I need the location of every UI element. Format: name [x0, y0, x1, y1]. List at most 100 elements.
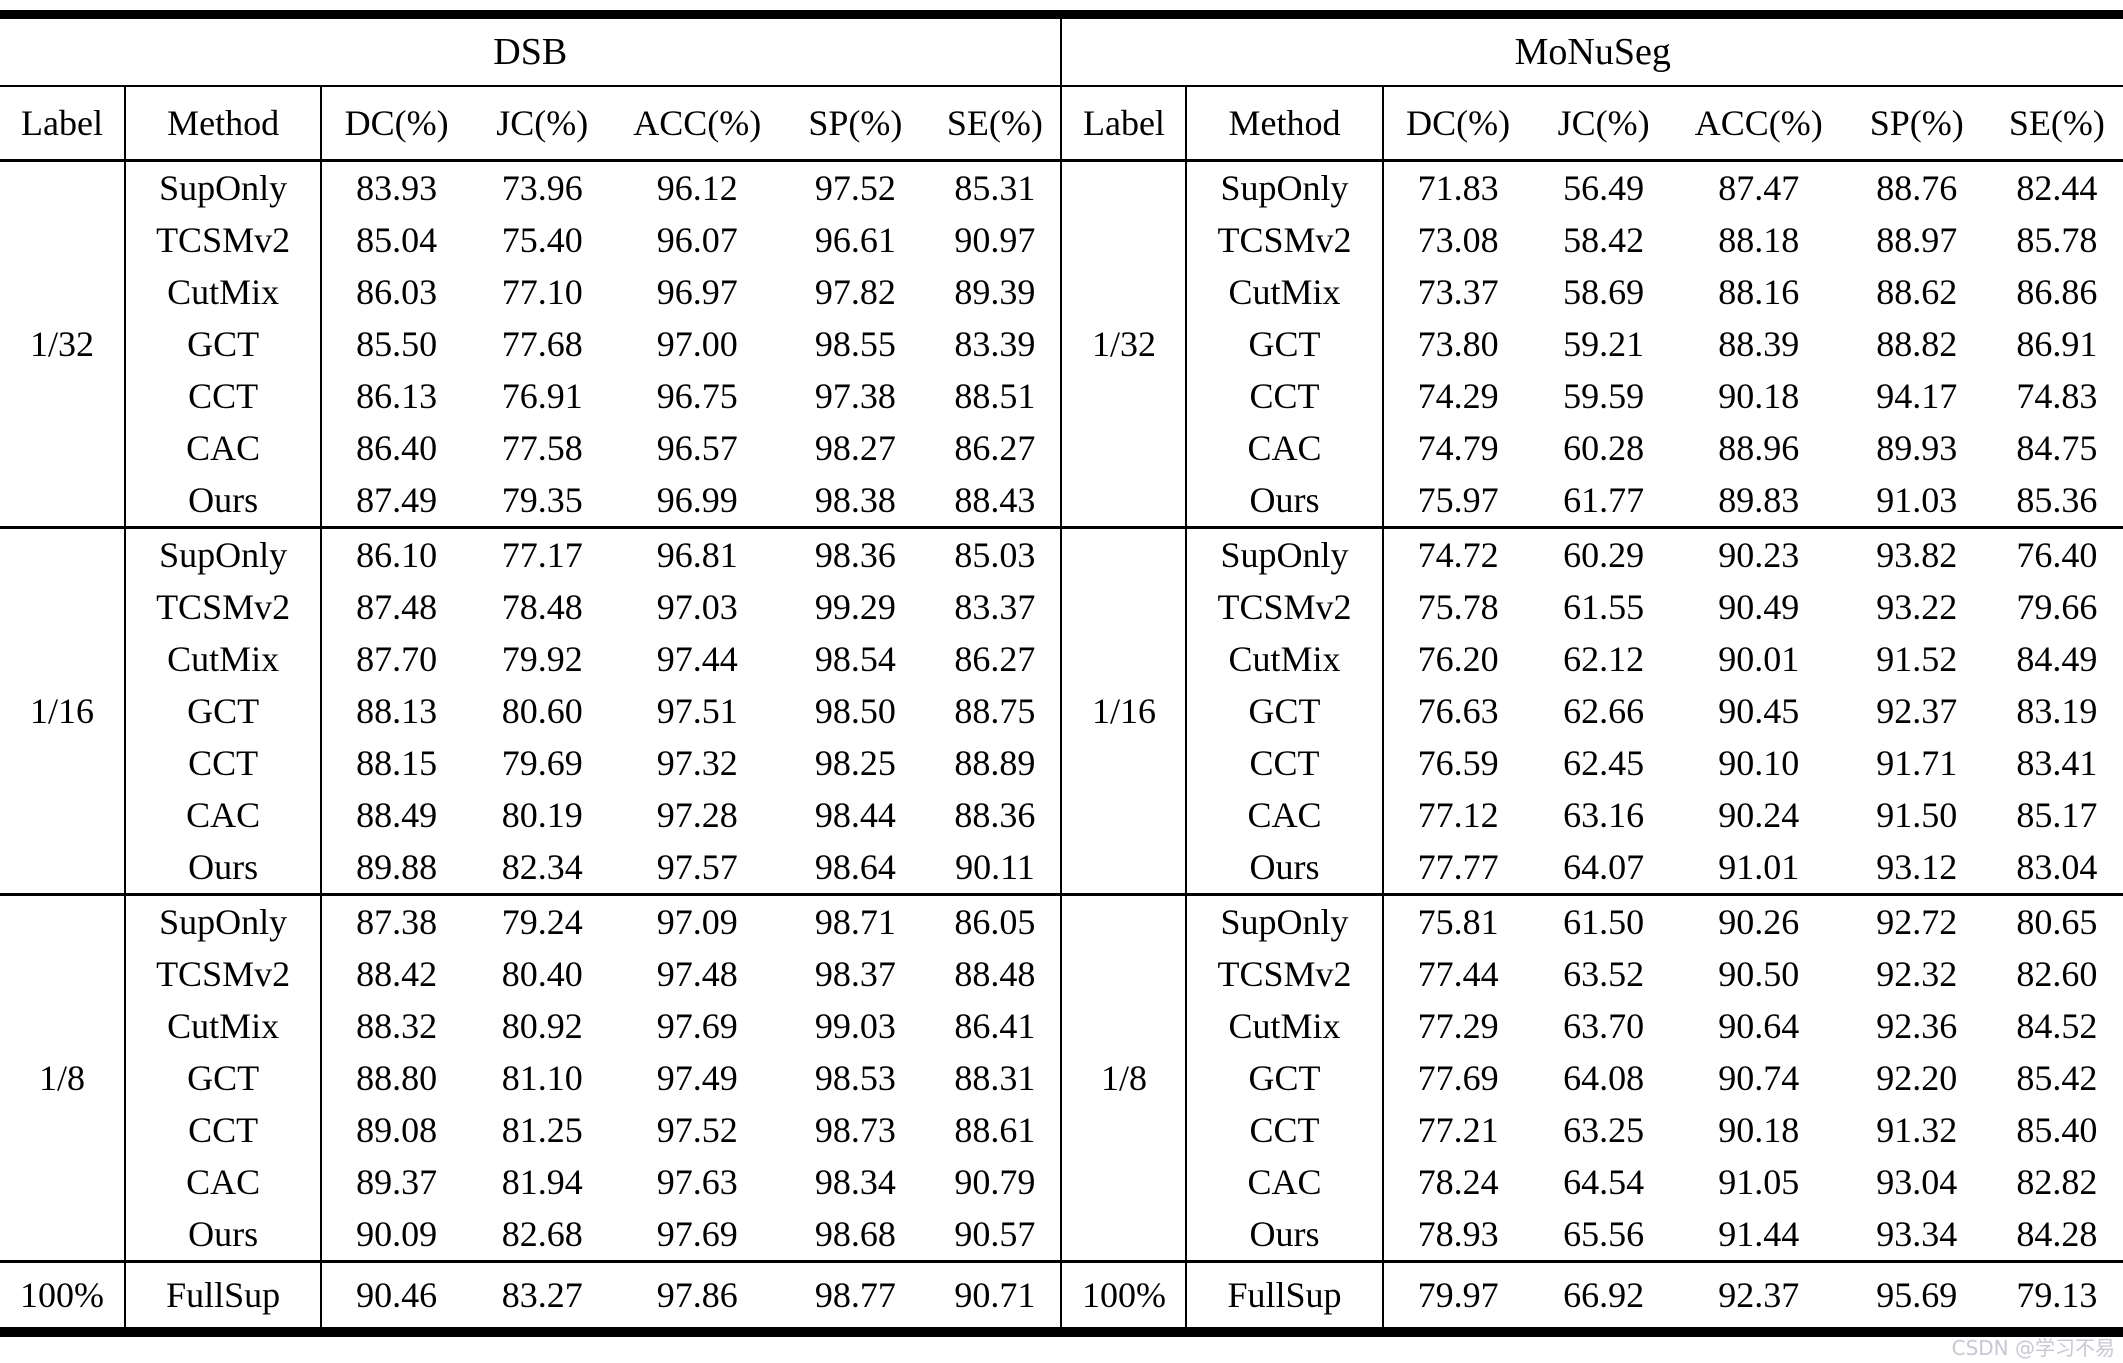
- group-label-132-monuseg: 1/32: [1060, 160, 1188, 528]
- value-dc-dsb: 90.46: [356, 1275, 438, 1315]
- method-cell-dsb: TCSMv2: [125, 581, 323, 633]
- value-jc-dsb: 80.60: [501, 691, 583, 731]
- value-dc-monuseg: 77.44: [1417, 954, 1499, 994]
- value-se-dsb: 88.48: [954, 954, 1036, 994]
- table-row-18-ours: Ours 90.09 82.68 97.69 98.68 90.57 Ours 78.93 65…: [0, 1208, 2123, 1262]
- value-acc-dsb: 97.86: [656, 1275, 738, 1315]
- watermark: CSDN @学习不易: [1951, 1336, 2115, 1360]
- value-jc-dsb: 83.27: [501, 1275, 583, 1315]
- value-sp-dsb: 97.38: [814, 376, 896, 416]
- value-dc-monuseg: 73.37: [1417, 272, 1499, 312]
- value-dc-monuseg: 76.63: [1417, 691, 1499, 731]
- col-header-se-monuseg: SE(%): [2008, 103, 2105, 143]
- value-sp-dsb: 98.44: [814, 795, 896, 835]
- method-cell-monuseg: CAC: [1186, 422, 1384, 474]
- value-se-monuseg: 83.41: [2016, 743, 2098, 783]
- value-acc-dsb: 96.97: [656, 272, 738, 312]
- value-dc-monuseg: 73.80: [1417, 324, 1499, 364]
- value-acc-dsb: 96.57: [656, 428, 738, 468]
- value-sp-monuseg: 93.82: [1876, 535, 1958, 575]
- value-jc-monuseg: 59.59: [1563, 376, 1645, 416]
- value-acc-monuseg: 91.01: [1718, 847, 1800, 887]
- method-cell-dsb: TCSMv2: [125, 214, 323, 266]
- value-jc-monuseg: 59.21: [1563, 324, 1645, 364]
- value-se-dsb: 90.71: [954, 1275, 1036, 1315]
- value-sp-monuseg: 93.34: [1876, 1214, 1958, 1254]
- value-se-monuseg: 74.83: [2016, 376, 2098, 416]
- value-jc-monuseg: 62.66: [1563, 691, 1645, 731]
- value-acc-monuseg: 91.05: [1718, 1162, 1800, 1202]
- value-jc-dsb: 80.19: [501, 795, 583, 835]
- group-label-116-dsb: 1/16: [0, 527, 127, 895]
- col-header-se-dsb: SE(%): [946, 103, 1043, 143]
- value-sp-monuseg: 92.37: [1876, 691, 1958, 731]
- value-jc-dsb: 81.10: [501, 1058, 583, 1098]
- value-acc-dsb: 97.69: [656, 1214, 738, 1254]
- value-dc-dsb: 83.93: [356, 168, 438, 208]
- value-acc-dsb: 97.09: [656, 902, 738, 942]
- value-sp-monuseg: 88.97: [1876, 220, 1958, 260]
- value-sp-dsb: 98.68: [814, 1214, 896, 1254]
- table-row-116-cutmix: CutMix 87.70 79.92 97.44 98.54 86.27 CutMix 76.…: [0, 633, 2123, 685]
- value-acc-dsb: 97.44: [656, 639, 738, 679]
- value-jc-dsb: 80.40: [501, 954, 583, 994]
- value-sp-monuseg: 92.32: [1876, 954, 1958, 994]
- value-acc-monuseg: 91.44: [1718, 1214, 1800, 1254]
- method-cell-dsb: SupOnly: [125, 527, 323, 581]
- table-row-18-cct: CCT 89.08 81.25 97.52 98.73 88.61 CCT 77.21 63.2…: [0, 1104, 2123, 1156]
- value-dc-dsb: 87.48: [356, 587, 438, 627]
- value-sp-dsb: 98.27: [814, 428, 896, 468]
- value-dc-dsb: 88.80: [356, 1058, 438, 1098]
- value-acc-monuseg: 89.83: [1718, 480, 1800, 520]
- col-header-dc-dsb: DC(%): [344, 103, 449, 143]
- value-jc-monuseg: 61.55: [1563, 587, 1645, 627]
- table-row-116-cac: CAC 88.49 80.19 97.28 98.44 88.36 CAC 77.12 63.1…: [0, 789, 2123, 841]
- value-sp-dsb: 98.55: [814, 324, 896, 364]
- col-header-dc-monuseg: DC(%): [1406, 103, 1511, 143]
- value-jc-monuseg: 56.49: [1563, 168, 1645, 208]
- value-dc-dsb: 88.13: [356, 691, 438, 731]
- value-sp-monuseg: 91.03: [1876, 480, 1958, 520]
- value-jc-monuseg: 58.42: [1563, 220, 1645, 260]
- dataset-header-dsb: DSB: [493, 31, 568, 73]
- dataset-title-row: DSB MoNuSeg: [0, 14, 2123, 86]
- value-dc-monuseg: 73.08: [1417, 220, 1499, 260]
- value-se-dsb: 83.37: [954, 587, 1036, 627]
- col-header-jc-dsb: JC(%): [496, 103, 589, 143]
- value-sp-dsb: 96.61: [814, 220, 896, 260]
- value-dc-dsb: 86.40: [356, 428, 438, 468]
- value-acc-monuseg: 90.26: [1718, 902, 1800, 942]
- value-acc-monuseg: 90.74: [1718, 1058, 1800, 1098]
- value-acc-monuseg: 90.24: [1718, 795, 1800, 835]
- value-dc-dsb: 87.38: [356, 902, 438, 942]
- value-sp-monuseg: 88.62: [1876, 272, 1958, 312]
- table-row-18-cac: CAC 89.37 81.94 97.63 98.34 90.79 CAC 78.24 64.5…: [0, 1156, 2123, 1208]
- value-sp-monuseg: 91.32: [1876, 1110, 1958, 1150]
- method-cell-monuseg: GCT: [1186, 685, 1384, 737]
- group-label-18-dsb: 1/8: [0, 894, 127, 1262]
- value-sp-monuseg: 88.82: [1876, 324, 1958, 364]
- value-se-monuseg: 83.04: [2016, 847, 2098, 887]
- method-cell-dsb: CCT: [125, 370, 323, 422]
- value-se-monuseg: 85.36: [2016, 480, 2098, 520]
- column-header-row: Label Method DC(%) JC(%) ACC(%) SP(%) SE(%) Lab…: [0, 86, 2123, 161]
- value-acc-monuseg: 87.47: [1718, 168, 1800, 208]
- table-row-132-cct: CCT 86.13 76.91 96.75 97.38 88.51 CCT 74.29 59.5…: [0, 370, 2123, 422]
- value-dc-monuseg: 78.24: [1417, 1162, 1499, 1202]
- value-jc-monuseg: 66.92: [1563, 1275, 1645, 1315]
- value-se-dsb: 85.31: [954, 168, 1036, 208]
- value-dc-monuseg: 77.69: [1417, 1058, 1499, 1098]
- dataset-header-monuseg: MoNuSeg: [1060, 14, 2123, 86]
- col-header-label-dsb: Label: [0, 86, 127, 161]
- value-sp-monuseg: 92.36: [1876, 1006, 1958, 1046]
- col-header-jc-monuseg: JC(%): [1557, 103, 1650, 143]
- group-116: 1/16 SupOnly 86.10 77.17 96.81 98.36 85.03 1/16…: [0, 527, 2123, 895]
- col-header-method-monuseg: Method: [1186, 86, 1384, 161]
- value-dc-dsb: 90.09: [356, 1214, 438, 1254]
- value-dc-dsb: 87.49: [356, 480, 438, 520]
- value-dc-dsb: 88.15: [356, 743, 438, 783]
- value-sp-dsb: 98.37: [814, 954, 896, 994]
- col-header-acc-monuseg: ACC(%): [1694, 103, 1823, 143]
- value-se-monuseg: 83.19: [2016, 691, 2098, 731]
